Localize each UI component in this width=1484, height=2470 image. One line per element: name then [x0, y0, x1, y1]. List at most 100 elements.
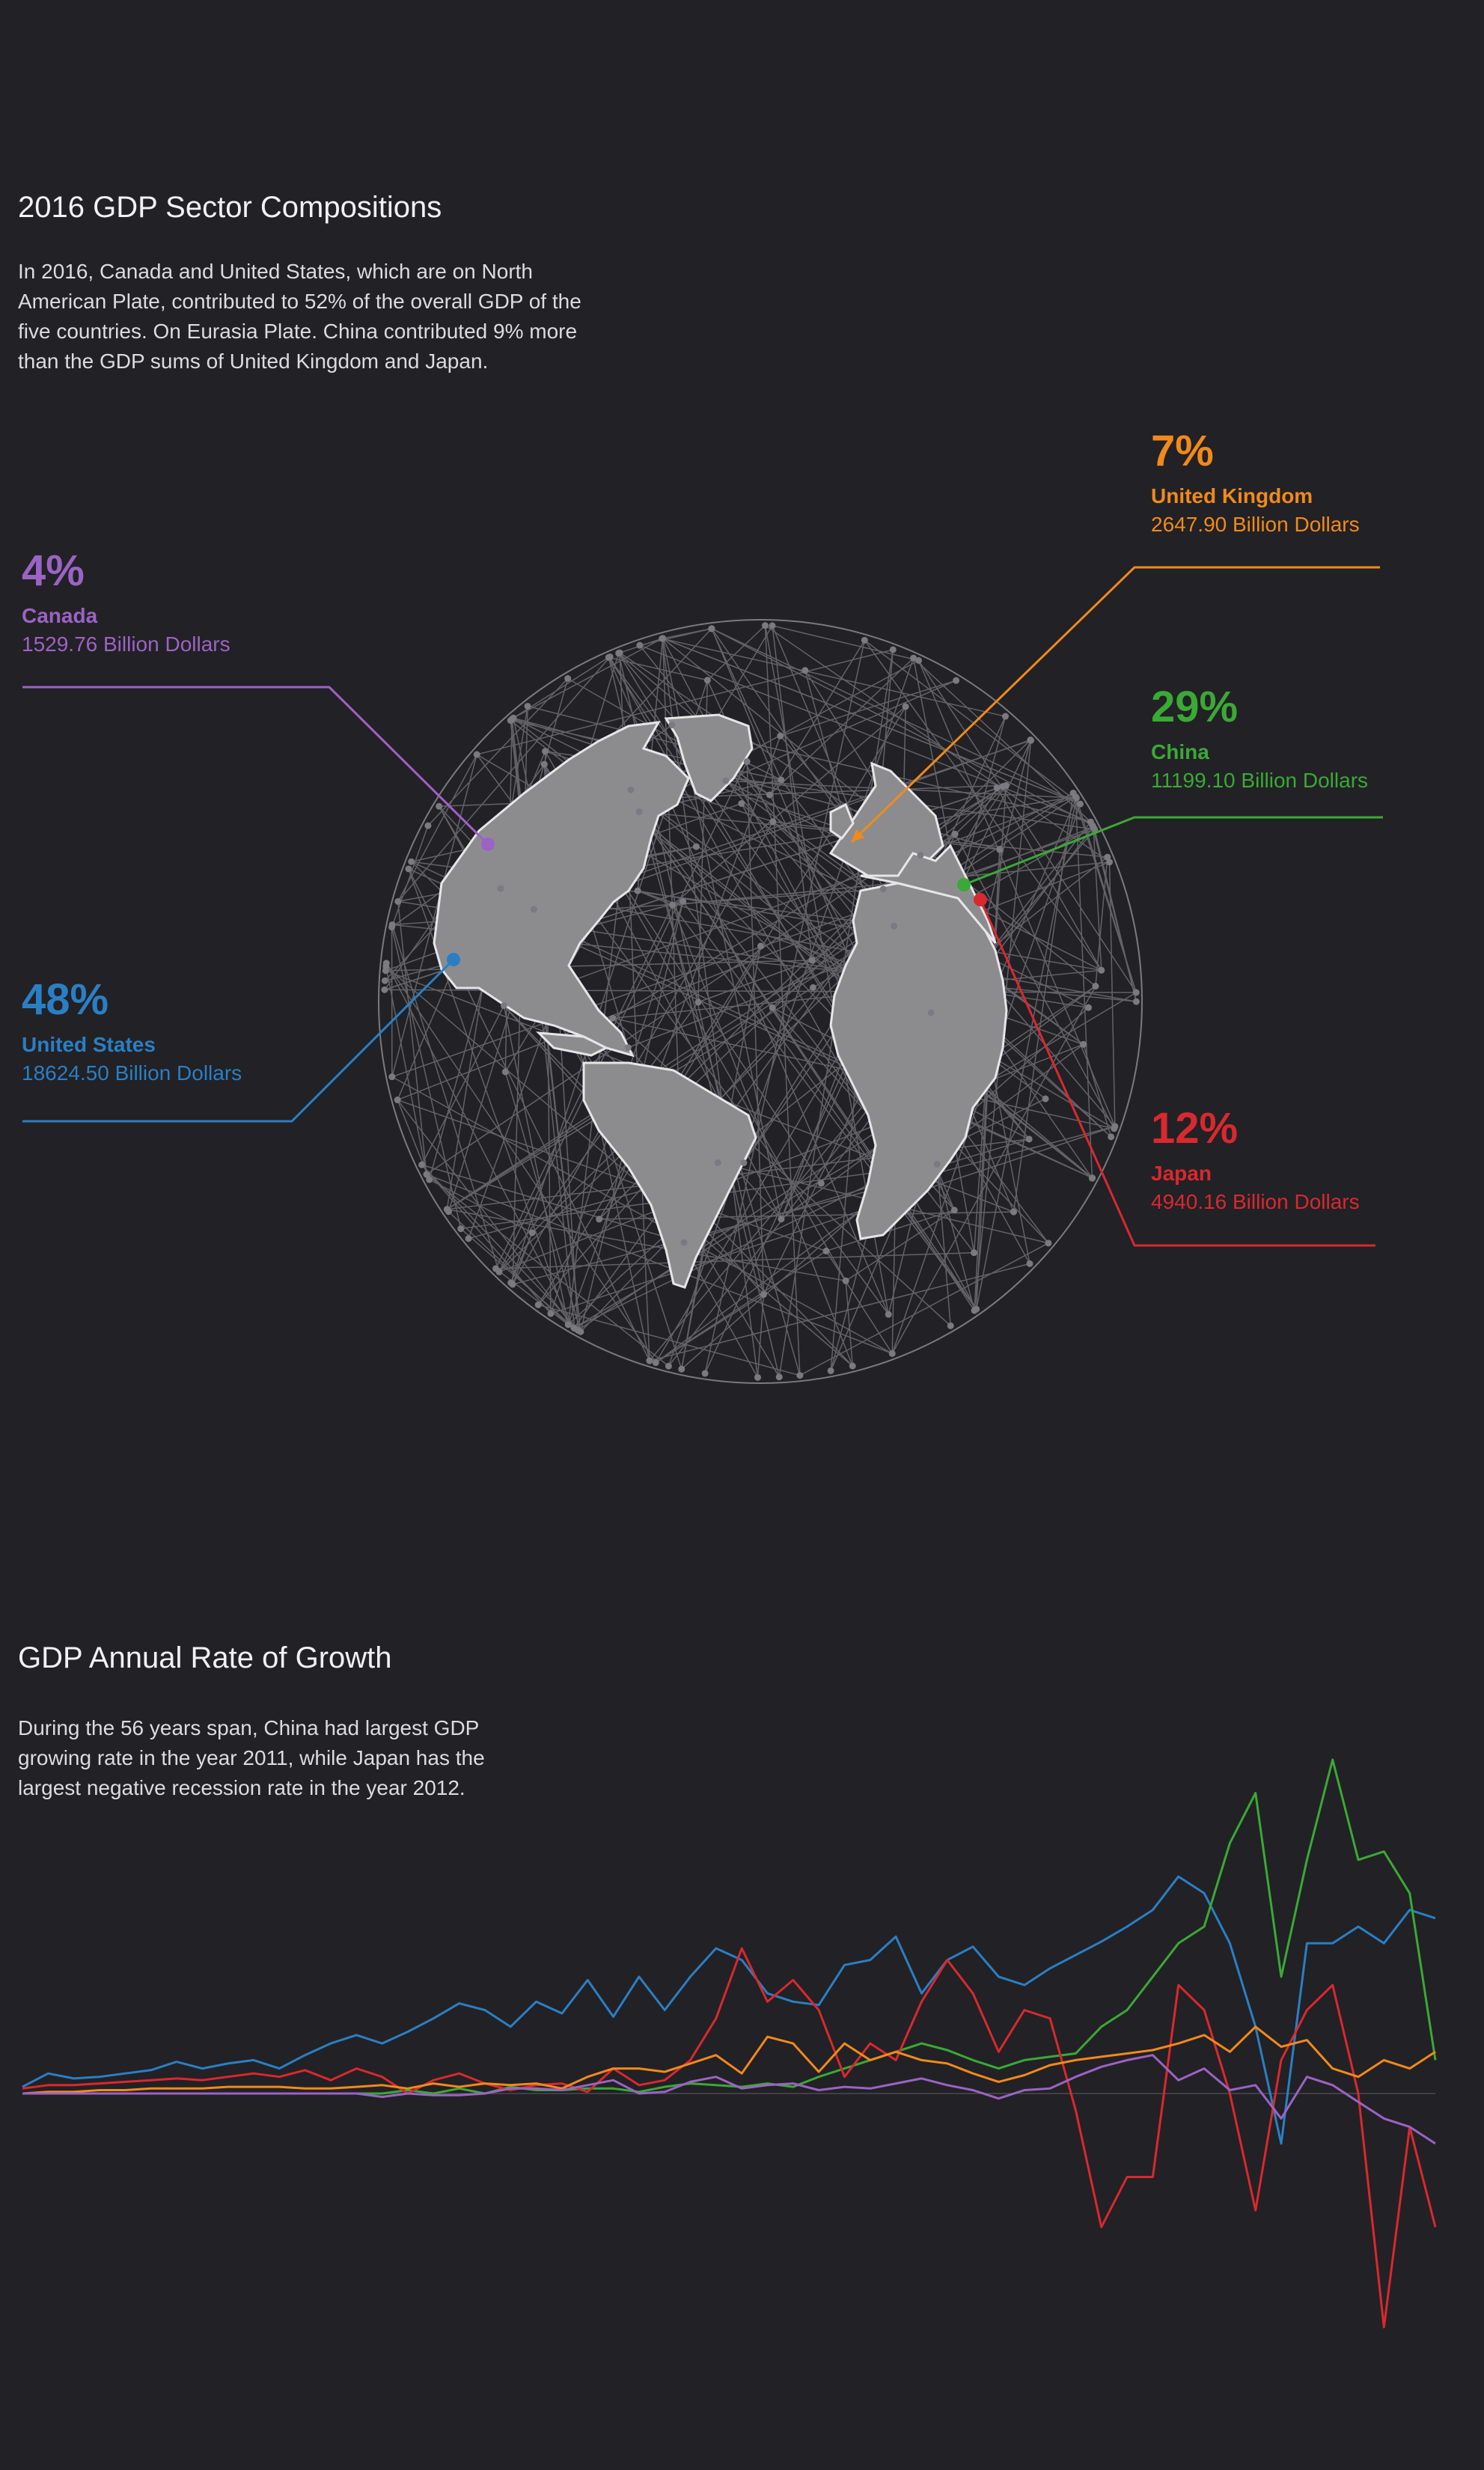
canada-percent: 4%	[22, 546, 85, 595]
network-line	[385, 966, 427, 1175]
canada-name: Canada	[22, 604, 98, 627]
network-line	[391, 927, 462, 1229]
network-node	[842, 1277, 849, 1284]
network-node	[827, 1367, 834, 1374]
japan-percent: 12%	[1151, 1104, 1239, 1153]
network-node	[1085, 1004, 1093, 1011]
network-node	[534, 1301, 542, 1308]
network-node	[418, 1161, 426, 1168]
network-node	[1025, 1135, 1033, 1143]
network-line	[769, 639, 865, 796]
network-line	[573, 1098, 1046, 1329]
united-kingdom-growth-line	[22, 2025, 1436, 2095]
network-node	[652, 1359, 659, 1367]
china-percent: 29%	[1151, 683, 1239, 731]
network-node	[540, 760, 548, 768]
network-line	[391, 754, 477, 1077]
network-node	[609, 1014, 617, 1022]
network-line	[512, 1232, 533, 1285]
united-kingdom-value: 2647.90 Billion Dollars	[1151, 513, 1360, 536]
network-node	[678, 1365, 685, 1373]
network-node	[947, 1322, 954, 1329]
china-value: 11199.10 Billion Dollars	[1151, 769, 1369, 792]
network-node	[1092, 983, 1099, 990]
network-line	[772, 625, 919, 662]
network-node	[743, 757, 751, 765]
gdp-growth-title: GDP Annual Rate of Growth	[18, 1641, 392, 1674]
network-node	[761, 622, 769, 629]
continents	[433, 713, 1008, 1289]
network-line	[385, 966, 853, 1367]
united-kingdom-percent: 7%	[1151, 427, 1214, 475]
network-line	[477, 649, 894, 755]
canada-label: 4% Canada 1529.76 Billion Dollars	[22, 546, 230, 659]
network-line	[799, 1242, 1049, 1376]
network-line	[446, 925, 895, 1210]
network-node	[680, 897, 687, 905]
network-node	[659, 635, 667, 642]
china-connector	[963, 816, 1383, 886]
network-node	[528, 1229, 536, 1236]
united-kingdom-name: United Kingdom	[1151, 484, 1313, 507]
network-node	[1108, 1133, 1115, 1141]
network-node	[381, 977, 388, 984]
network-node	[542, 748, 549, 755]
japan-connector	[979, 899, 1375, 1247]
network-node	[777, 732, 784, 740]
network-line	[672, 706, 906, 906]
network-node	[915, 656, 923, 664]
network-line	[512, 1126, 1116, 1285]
united-states-connector	[22, 958, 455, 1123]
network-line	[421, 1164, 552, 1314]
network-line	[1108, 862, 1116, 1126]
network-node	[382, 960, 390, 967]
network-node	[760, 1291, 767, 1299]
network-node	[388, 1073, 396, 1081]
network-line	[917, 659, 1137, 993]
japan-name: Japan	[1151, 1162, 1212, 1185]
china-label: 29% China 11199.10 Billion Dollars	[1151, 683, 1368, 795]
network-node	[564, 1321, 572, 1329]
network-line	[746, 761, 765, 1295]
network-node	[509, 1281, 516, 1288]
canada-marker	[481, 838, 495, 851]
network-line	[495, 1268, 569, 1326]
network-node	[1076, 800, 1084, 808]
network-node	[757, 942, 764, 950]
network-line	[662, 638, 1081, 805]
network-node	[530, 906, 537, 913]
united-states-percent: 48%	[22, 975, 109, 1024]
network-line	[513, 638, 663, 719]
network-node	[694, 998, 702, 1006]
network-node	[808, 957, 816, 964]
network-node	[424, 822, 432, 829]
network-line	[1013, 793, 1074, 1213]
network-node	[1088, 1174, 1096, 1182]
network-line	[655, 1293, 764, 1364]
china-marker	[957, 878, 971, 891]
network-line	[825, 1210, 955, 1252]
network-line	[397, 1099, 827, 1252]
network-node	[951, 830, 959, 838]
canada-growth-line	[22, 2054, 1436, 2145]
united-kingdom-label: 7% United Kingdom 2647.90 Billion Dollar…	[1151, 427, 1360, 539]
gdp-composition-description: In 2016, Canada and United States, which…	[18, 260, 581, 373]
network-node	[665, 1362, 672, 1370]
network-node	[596, 1216, 603, 1223]
network-line	[711, 628, 1081, 805]
network-node	[1091, 826, 1099, 833]
united-states-growth-line	[22, 1875, 1436, 2145]
network-line	[567, 735, 781, 1326]
network-node	[1026, 1260, 1033, 1267]
network-node	[473, 751, 480, 758]
south-america	[582, 1061, 757, 1289]
united-states-name: United States	[22, 1033, 156, 1056]
network-line	[936, 1164, 951, 1326]
network-node	[993, 784, 1001, 792]
gdp-composition-title: 2016 GDP Sector Compositions	[18, 191, 442, 224]
network-node	[1104, 853, 1111, 861]
network-node	[953, 677, 960, 684]
network-line	[845, 1281, 853, 1367]
network-node	[1106, 859, 1114, 866]
network-line	[780, 680, 956, 737]
